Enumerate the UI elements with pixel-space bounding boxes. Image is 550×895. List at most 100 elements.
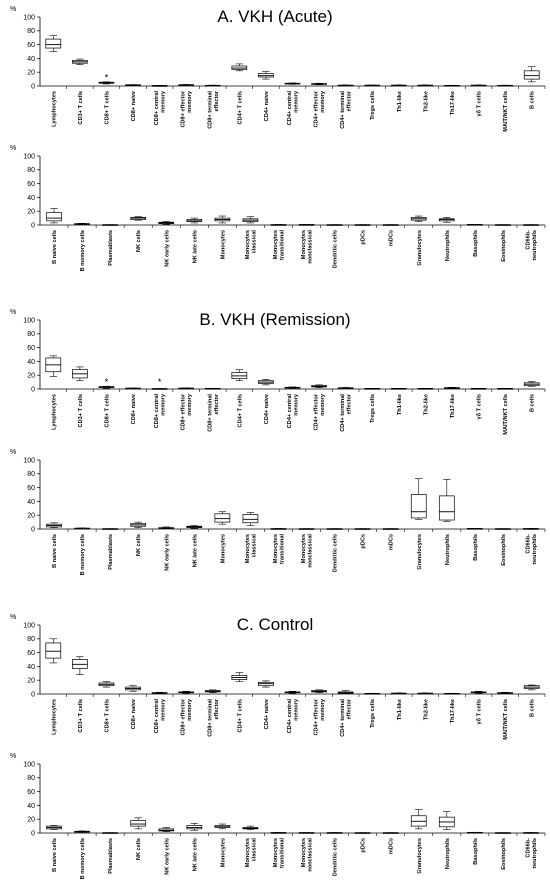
- category-label-line: CD8+ naive: [131, 394, 137, 424]
- box-iqr: [438, 495, 455, 521]
- category-label-line: classical: [251, 838, 257, 862]
- category-label-line: Monocytes: [273, 534, 279, 563]
- box-cd4-effector-memory: [311, 384, 327, 388]
- category-label-mait-nkt-cells: MAIT/NKT cells: [503, 394, 509, 435]
- category-label-line: CD4+ T cells: [237, 91, 243, 124]
- box-cd8-central-memory: [151, 85, 168, 87]
- category-label-line: CD4+ T cells: [237, 699, 243, 732]
- box-cd8-terminal-effector: [204, 84, 221, 87]
- category-label-monocytes-transitional: Monocytestransitional: [273, 838, 286, 869]
- category-label-monocytes-transitional: Monocytestransitional: [273, 230, 286, 261]
- category-label-line: CD4+ naive: [264, 394, 270, 424]
- box-th2-like: [417, 84, 434, 87]
- category-label-line: CD4+ central: [287, 394, 293, 429]
- category-label-line: Monocytes: [245, 838, 251, 867]
- category-label-line: Plasmablasts: [108, 838, 114, 874]
- y-axis-unit-label: %: [10, 753, 16, 760]
- category-label-eosinophils: Eosinophils: [501, 230, 507, 262]
- box-cd4-naive: [258, 379, 274, 386]
- category-label-lymphocytes: Lymphocytes: [51, 394, 57, 430]
- category-label-line: NK early cells: [164, 230, 170, 267]
- y-tick-label: 60: [27, 181, 35, 188]
- box-th2-like: [417, 388, 434, 390]
- panel-b-bottom: % 0 20 40 60 80 100 B naive cells B memory cells…: [10, 449, 546, 575]
- box-th1-like: [390, 84, 407, 87]
- box-cd8-naive: [125, 84, 141, 86]
- significance-marker: *: [105, 377, 109, 387]
- box-monocytes-classical: [242, 825, 259, 830]
- category-label-b-memory-cells: B memory cells: [80, 838, 86, 879]
- category-label-cd4-terminal-effector: CD4+ terminaleffector: [340, 393, 353, 432]
- box-monocytes-transitional: [270, 528, 287, 530]
- box-cd8-naive: [125, 387, 141, 390]
- box-cd4-effector-memory: [311, 689, 327, 693]
- category-label-line: B memory cells: [80, 230, 86, 271]
- category-label-monocytes-nonclassical: Monocytesnonclassical: [301, 230, 314, 264]
- y-tick-label: 0: [31, 691, 35, 698]
- box-basophils: [467, 528, 483, 530]
- box-nk-early-cells: [158, 827, 175, 832]
- category-label-line: Monocytes: [273, 230, 279, 259]
- category-label-line: Basophils: [473, 230, 479, 257]
- box-mait-nkt-cells: [497, 84, 513, 87]
- category-label-line: CD66b-: [525, 838, 531, 858]
- category-label-line: NK cells: [136, 230, 142, 252]
- category-label-line: Dendritic cells: [333, 838, 339, 876]
- box-cd4-t-cells: [231, 672, 248, 682]
- category-label-line: NK cells: [136, 838, 142, 860]
- category-label-th17-like: Th17-like: [450, 91, 456, 115]
- category-label-line: memory: [294, 90, 300, 113]
- box-nk-late-cells: [186, 823, 203, 831]
- category-label-cd4-naive: CD4+ naive: [264, 699, 270, 729]
- category-label-line: Eosinophils: [501, 230, 507, 262]
- category-label-cd8-effector-memory: CD8+ effectormemory: [181, 90, 194, 127]
- category-label-th2-like: Th2-like: [423, 394, 429, 415]
- significance-marker: *: [158, 377, 162, 387]
- y-tick-label: 80: [27, 471, 35, 478]
- box-tregs-cells: [364, 84, 381, 87]
- category-label-line: CD8+ terminal: [207, 394, 213, 432]
- category-label-cd4-effector-memory: CD4+ effectormemory: [314, 698, 327, 735]
- category-label-line: memory: [161, 393, 167, 416]
- category-label-basophils: Basophils: [473, 838, 479, 865]
- box-th17-like: [444, 692, 460, 695]
- y-tick-label: 100: [23, 761, 35, 768]
- box-b-memory-cells: [74, 830, 90, 833]
- box-cd8-effector-memory: [178, 84, 195, 86]
- category-label-lymphocytes: Lymphocytes: [51, 699, 57, 735]
- category-label-monocytes: Monocytes: [220, 230, 226, 259]
- category-label-th1-like: Th1-like: [397, 699, 403, 720]
- category-label-line: Th2-like: [423, 699, 429, 720]
- category-label-cd8-naive: CD8+ naive: [131, 91, 137, 121]
- box-lymphocytes: [45, 35, 62, 52]
- category-label-cd8-central-memory: CD8+ centralmemory: [154, 393, 167, 428]
- significance-marker: *: [105, 73, 109, 83]
- category-label-cd66b-neutrophils: CD66b-neutrophils: [525, 838, 538, 869]
- category-label-granulocytes: Granulocytes: [417, 230, 423, 266]
- category-label-line: pDCs: [361, 838, 367, 853]
- box-nk-early-cells: [158, 526, 175, 529]
- category-label-line: mDCs: [389, 838, 395, 854]
- category-label-line: Tregs cells: [370, 91, 376, 120]
- category-label-line: CD4+ central: [287, 91, 293, 126]
- y-axis-unit-label: %: [10, 449, 16, 456]
- panel-a-bottom: % 0 20 40 60 80 100 B naive cells B memory cells…: [10, 145, 546, 271]
- box-monocytes: [214, 511, 231, 525]
- y-axis-unit-label: %: [10, 145, 16, 152]
- category-label-line: B memory cells: [80, 838, 86, 879]
- box-t-cells: [470, 388, 487, 390]
- category-label-nk-late-cells: NK late cells: [192, 230, 198, 263]
- box-th1-like: [390, 388, 407, 390]
- category-label-line: Tregs cells: [370, 699, 376, 728]
- box-b-cells: [523, 684, 540, 691]
- box-granulocytes: [410, 478, 427, 520]
- category-label-line: CD8+ T cells: [104, 91, 110, 124]
- box-t-cells: [470, 84, 487, 87]
- y-tick-label: 100: [23, 14, 35, 21]
- category-label-line: effector: [347, 393, 353, 414]
- category-label-line: neutrophils: [532, 534, 538, 564]
- box-dendritic-cells: [326, 224, 343, 226]
- category-label-line: Plasmablasts: [108, 230, 114, 266]
- box-nk-cells: [130, 521, 147, 528]
- category-label-line: memory: [320, 393, 326, 416]
